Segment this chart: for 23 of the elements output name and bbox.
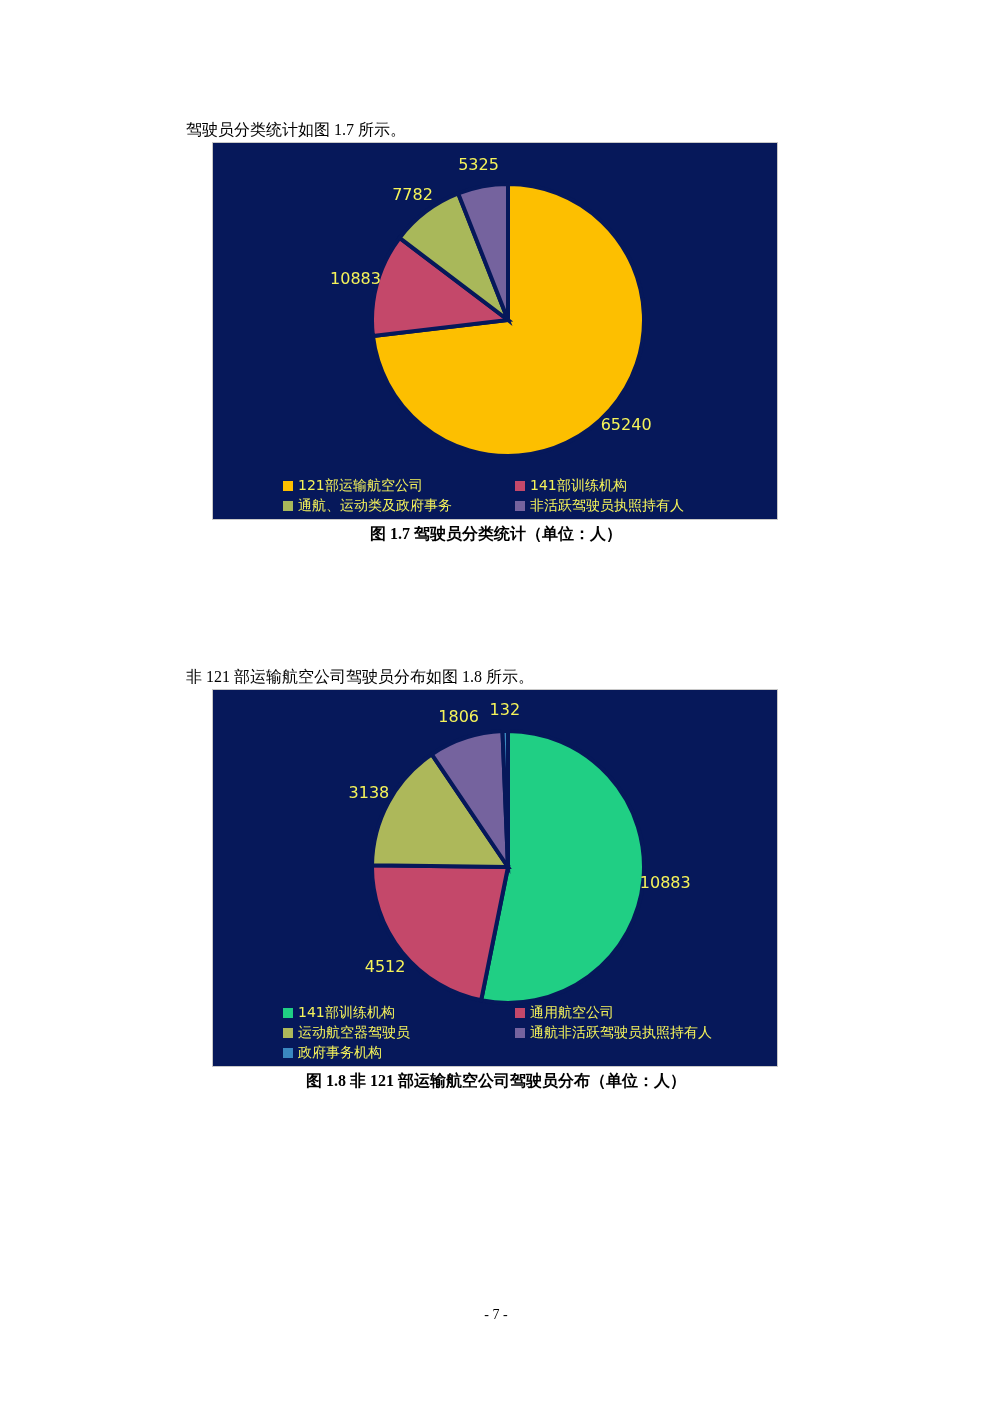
legend-label: 121部运输航空公司	[298, 477, 423, 495]
text: 驾驶员分类统计如图 1.7 所示。	[186, 120, 406, 140]
data-label: 10883	[330, 269, 381, 289]
legend-label: 通用航空公司	[530, 1004, 614, 1022]
legend-label: 运动航空器驾驶员	[298, 1024, 410, 1042]
legend-label: 政府事务机构	[298, 1044, 382, 1062]
data-label: 3138	[348, 782, 390, 802]
legend-label: 通航非活跃驾驶员执照持有人	[530, 1024, 712, 1042]
legend-label: 通航、运动类及政府事务	[298, 497, 452, 515]
text: 图 1.8 非 121 部运输航空公司驾驶员分布（单位：人）	[305, 1071, 687, 1091]
data-label: 132	[489, 699, 521, 719]
data-label: 10883	[639, 873, 691, 893]
data-label: 1806	[438, 707, 480, 727]
text: 图 1.7 驾驶员分类统计（单位：人）	[369, 524, 623, 544]
legend-label: 141部训练机构	[530, 477, 627, 495]
data-label: 5325	[458, 155, 499, 175]
data-label: 7782	[392, 184, 433, 204]
data-label: 4512	[364, 956, 406, 976]
text: - 7 -	[483, 1307, 509, 1323]
text: 非 121 部运输航空公司驾驶员分布如图 1.8 所示。	[186, 667, 534, 687]
data-label: 65240	[600, 415, 652, 435]
legend-label: 141部训练机构	[298, 1004, 395, 1022]
legend-label: 非活跃驾驶员执照持有人	[530, 497, 684, 515]
